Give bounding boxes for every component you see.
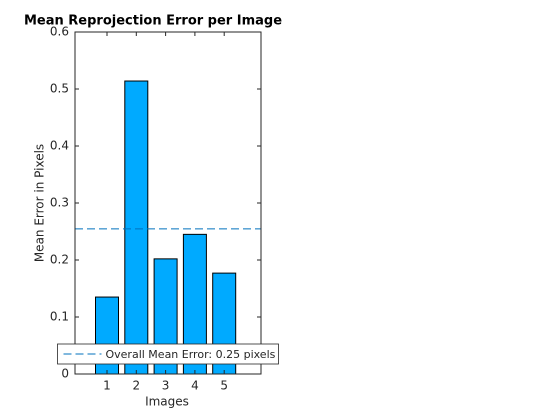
y-tick-label: 0 [61, 367, 69, 381]
x-tick-label: 1 [103, 379, 111, 393]
axes-box [74, 31, 262, 375]
y-tick-label: 0.2 [50, 253, 69, 267]
y-tick-label: 0.4 [50, 139, 69, 153]
x-tick-label: 5 [220, 379, 228, 393]
y-tick-label: 0.5 [50, 82, 69, 96]
legend-box [57, 343, 279, 365]
y-axis-label: Mean Error in Pixels [33, 144, 47, 262]
legend-label: Overall Mean Error: 0.25 pixels [106, 348, 276, 361]
x-axis-label: Images [145, 395, 189, 409]
chart-title: Mean Reprojection Error per Image [24, 14, 282, 29]
y-tick-label: 0.3 [50, 196, 69, 210]
bar [124, 80, 149, 375]
x-tick-label: 4 [191, 379, 199, 393]
y-tick-label: 0.6 [50, 25, 69, 39]
x-tick-label: 3 [162, 379, 170, 393]
x-tick-label: 2 [132, 379, 140, 393]
y-tick-label: 0.1 [50, 310, 69, 324]
